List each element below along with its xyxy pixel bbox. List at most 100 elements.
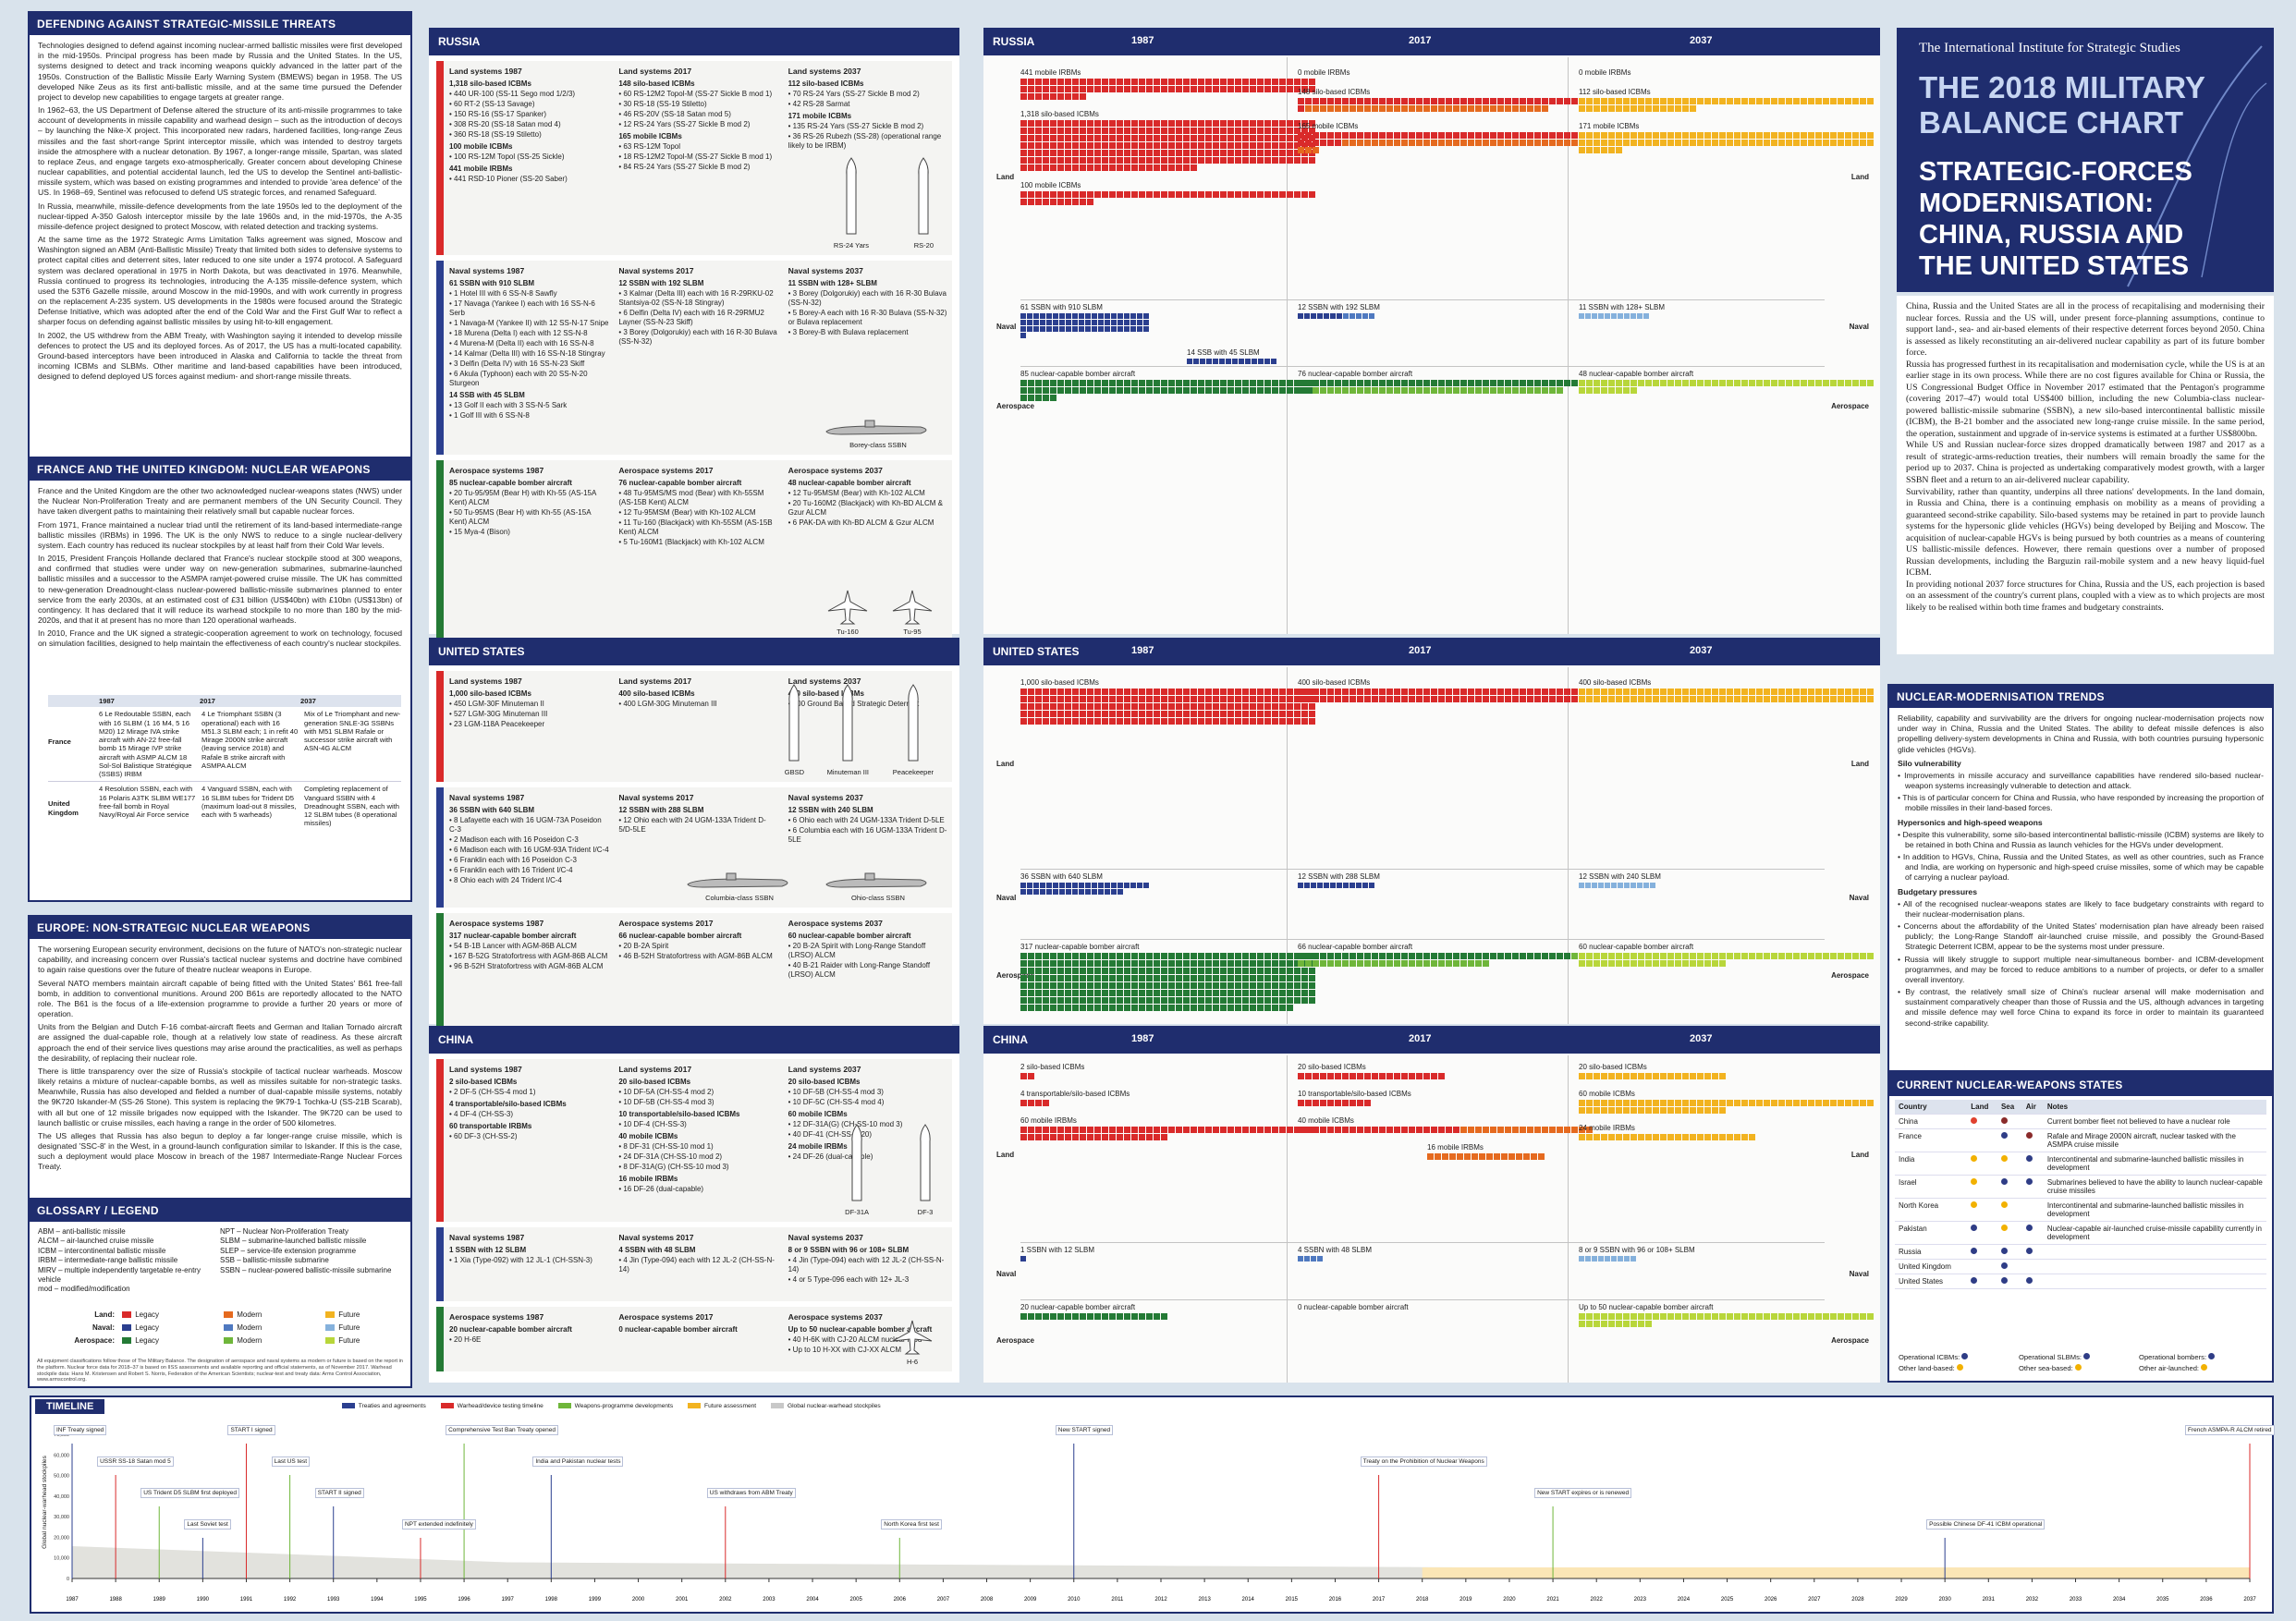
unit-square bbox=[1080, 1005, 1086, 1011]
unit-square bbox=[1830, 380, 1837, 386]
unit-square bbox=[1117, 150, 1123, 156]
unit-square bbox=[1401, 696, 1408, 702]
unit-square bbox=[1512, 105, 1519, 112]
unit-square bbox=[1801, 98, 1807, 104]
unit-square bbox=[1033, 883, 1039, 888]
unit-square bbox=[1168, 968, 1175, 974]
force-item: 48 nuclear-capable bomber aircraft bbox=[788, 478, 911, 487]
unit-square bbox=[1131, 1127, 1138, 1133]
us-force-row: Aerospace systems 1987 317 nuclear-capabl… bbox=[436, 913, 952, 1030]
france-uk-table: 1987 2017 2037 France 6 Le Redoutable SS… bbox=[48, 695, 401, 831]
unit-square bbox=[1793, 1313, 1800, 1320]
unit-square bbox=[1102, 997, 1108, 1004]
force-col-heading: Naval systems 2017 bbox=[618, 266, 694, 275]
force-item: • 4 Murena-M (Delta II) each with 16 SS-… bbox=[449, 338, 594, 347]
unit-square bbox=[1697, 98, 1704, 104]
unit-square bbox=[1594, 1100, 1600, 1106]
unit-square bbox=[1453, 960, 1459, 967]
unit-square bbox=[1279, 982, 1286, 989]
unit-square bbox=[1161, 968, 1167, 974]
states-country: France bbox=[1895, 1128, 1968, 1152]
unit-square bbox=[1571, 98, 1578, 104]
unit-square bbox=[1154, 975, 1160, 981]
france-1987: 6 Le Redoutable SSBN, each with 16 SLBM … bbox=[99, 710, 192, 778]
unit-square bbox=[1830, 140, 1837, 146]
force-item: • 11 Tu-160 (Blackjack) with Kh-55SM (AS… bbox=[618, 518, 773, 536]
unit-square bbox=[1497, 98, 1504, 104]
legend-swatch bbox=[122, 1324, 131, 1332]
unit-square bbox=[1279, 968, 1286, 974]
states-sea bbox=[1997, 1175, 2022, 1199]
unit-square bbox=[1176, 711, 1182, 717]
unit-square bbox=[1117, 1313, 1123, 1320]
unit-square bbox=[1227, 696, 1234, 702]
unit-square bbox=[1161, 718, 1167, 725]
unit-square bbox=[1475, 953, 1482, 959]
unit-square bbox=[1438, 1127, 1445, 1133]
unit-square bbox=[1235, 120, 1241, 127]
unit-square bbox=[1235, 997, 1241, 1004]
unit-square bbox=[1379, 387, 1386, 394]
unit-square bbox=[1311, 313, 1316, 319]
unit-square bbox=[1057, 997, 1064, 1004]
unit-square bbox=[1327, 387, 1334, 394]
unit-square bbox=[1124, 79, 1130, 85]
unit-square bbox=[1311, 883, 1316, 888]
unit-square bbox=[1287, 711, 1293, 717]
timeline-year-tick: 2011 bbox=[1111, 1597, 1124, 1603]
unit-square bbox=[1623, 1073, 1630, 1079]
force-list: 0 nuclear-capable bomber aircraft bbox=[618, 1325, 778, 1335]
unit-square bbox=[1050, 1313, 1056, 1320]
unit-square bbox=[1379, 696, 1386, 702]
legend-row: Land: Legacy Modern Future bbox=[67, 1309, 410, 1322]
timeline-legend-swatch bbox=[342, 1403, 355, 1409]
row-label-right: Land bbox=[1850, 1151, 1869, 1159]
unit-square bbox=[1287, 953, 1293, 959]
chart-title-line1: THE 2018 MILITARY bbox=[1919, 70, 2205, 104]
unit-square bbox=[1549, 380, 1556, 386]
force-item: • 40 DF-41 (CH-SS-X-20) bbox=[788, 1129, 873, 1139]
unit-square bbox=[1102, 703, 1108, 710]
force-item: • 20 H-6E bbox=[449, 1335, 482, 1344]
unit-square bbox=[1242, 975, 1249, 981]
unit-square bbox=[1601, 960, 1607, 967]
unit-square bbox=[1294, 380, 1301, 386]
category-stripe bbox=[436, 1059, 444, 1222]
timeline-year-tick: 2031 bbox=[1983, 1597, 1996, 1603]
timeline-legend-swatch bbox=[771, 1403, 785, 1409]
unit-square bbox=[1146, 997, 1153, 1004]
unit-square bbox=[1719, 696, 1726, 702]
unit-square bbox=[1460, 380, 1467, 386]
equipment-caption: Borey-class SSBN bbox=[849, 441, 907, 449]
unit-square bbox=[1035, 199, 1042, 205]
unit-square bbox=[1124, 718, 1130, 725]
unit-square bbox=[1309, 135, 1315, 141]
unit-square bbox=[1301, 997, 1308, 1004]
unit-square bbox=[1423, 696, 1430, 702]
unit-square bbox=[1050, 150, 1056, 156]
unit-square bbox=[1719, 953, 1726, 959]
unit-square bbox=[1235, 718, 1241, 725]
timeline-year-tick: 2022 bbox=[1591, 1597, 1604, 1603]
unit-square bbox=[1213, 142, 1219, 149]
glossary-entry: ICBM – intercontinental ballistic missil… bbox=[38, 1246, 166, 1255]
unit-square bbox=[1727, 140, 1733, 146]
unit-square bbox=[1080, 968, 1086, 974]
unit-square bbox=[1102, 960, 1108, 967]
unit-square bbox=[1287, 157, 1293, 164]
unit-square bbox=[1183, 711, 1190, 717]
unit-square bbox=[1690, 1100, 1696, 1106]
timeline-year-tick: 2002 bbox=[719, 1597, 732, 1603]
unit-square bbox=[1571, 380, 1578, 386]
legend-grid: Land: Legacy Modern Future Naval: Legacy … bbox=[67, 1309, 410, 1347]
states-note: Nuclear-capable air-launched cruise-miss… bbox=[2043, 1221, 2266, 1245]
unit-square bbox=[1645, 1073, 1652, 1079]
timeline-year-tick: 2035 bbox=[2156, 1597, 2169, 1603]
unit-square bbox=[1845, 689, 1851, 695]
unit-square bbox=[1279, 120, 1286, 127]
unit-square bbox=[1154, 718, 1160, 725]
unit-square bbox=[1287, 696, 1293, 702]
legend-swatch-label: Modern bbox=[235, 1323, 263, 1332]
unit-square bbox=[1117, 1134, 1123, 1140]
unit-square bbox=[1350, 953, 1356, 959]
